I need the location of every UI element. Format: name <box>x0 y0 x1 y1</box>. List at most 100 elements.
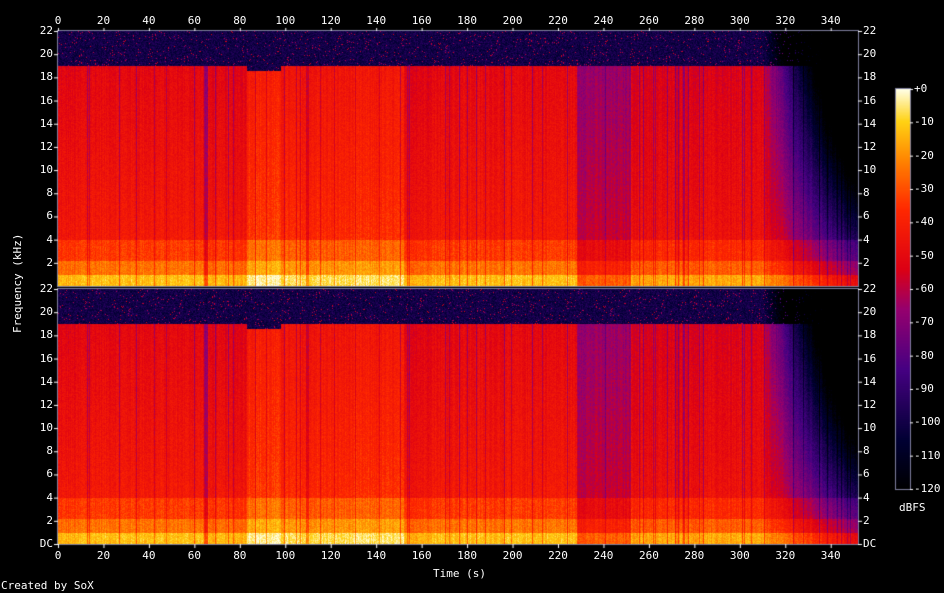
x-tick-bottom: 140 <box>366 549 387 562</box>
x-tick-bottom: 340 <box>820 549 841 562</box>
y-tick-left: 8 <box>46 186 53 200</box>
y-tick-left: 4 <box>46 490 53 504</box>
x-tick-bottom: 120 <box>320 549 341 562</box>
y-tick-right: 20 <box>863 47 877 61</box>
y-tick-right: 18 <box>863 70 877 84</box>
x-tick-top: 220 <box>548 14 568 27</box>
colorbar-tick: -70 <box>914 315 934 329</box>
colorbar-tick: -30 <box>914 182 934 195</box>
x-tick-top: 160 <box>411 14 432 27</box>
x-tick-top: 140 <box>366 14 387 27</box>
y-tick-left: 10 <box>39 163 53 177</box>
y-tick-right: 2 <box>863 255 870 269</box>
y-tick-right: 12 <box>863 397 877 411</box>
x-tick-bottom: 40 <box>142 549 156 562</box>
y-tick-right: 18 <box>863 328 877 342</box>
y-tick-right: 10 <box>863 163 877 177</box>
x-tick-top: 180 <box>457 14 478 27</box>
y-tick-left: 10 <box>39 421 53 435</box>
x-tick-top: 60 <box>187 14 201 27</box>
y-axis-label: Frequency (kHz) <box>11 233 24 333</box>
x-tick-bottom: 100 <box>275 549 296 562</box>
x-tick-top: 260 <box>638 14 659 27</box>
y-tick-right: 22 <box>863 24 877 37</box>
y-tick-left: 18 <box>39 328 53 342</box>
y-tick-right: 16 <box>863 351 877 365</box>
y-tick-left: 2 <box>46 513 53 527</box>
x-tick-top: 340 <box>820 14 841 27</box>
x-tick-bottom: 240 <box>593 549 614 562</box>
y-tick-left: 20 <box>39 305 53 319</box>
x-tick-bottom: 20 <box>96 549 111 562</box>
y-tick-left: 12 <box>39 397 53 411</box>
y-tick-left: 12 <box>39 139 53 153</box>
x-tick-top: 300 <box>729 14 750 27</box>
y-tick-right: 10 <box>863 421 877 435</box>
colorbar-tick: -90 <box>914 382 934 395</box>
colorbar-tick: -50 <box>914 248 934 262</box>
y-tick-left: 8 <box>46 444 53 458</box>
y-tick-right: 16 <box>863 93 877 107</box>
y-tick-left: 6 <box>46 209 53 223</box>
y-tick-left: 4 <box>46 232 53 246</box>
y-tick-left: 16 <box>39 93 53 107</box>
x-tick-top: 80 <box>233 14 247 27</box>
y-tick-left: 14 <box>39 374 53 388</box>
x-tick-top: 280 <box>684 14 705 27</box>
colorbar-tick: -20 <box>914 148 934 162</box>
x-tick-top: 40 <box>142 14 156 27</box>
x-tick-top: 120 <box>320 14 341 27</box>
x-tick-bottom: 300 <box>729 549 750 562</box>
x-tick-bottom: 200 <box>502 549 523 562</box>
x-tick-bottom: 0 <box>54 549 62 562</box>
x-tick-top: 100 <box>275 14 296 27</box>
y-tick-left: DC <box>39 537 53 550</box>
y-tick-right: 6 <box>863 467 870 481</box>
x-tick-top: 20 <box>96 14 111 27</box>
y-tick-left: 6 <box>46 467 53 481</box>
colorbar-tick: -100 <box>914 415 941 429</box>
x-tick-bottom: 60 <box>187 549 201 562</box>
y-tick-right: 8 <box>863 186 870 200</box>
x-tick-bottom: 160 <box>411 549 432 562</box>
y-tick-right: 4 <box>863 490 870 504</box>
y-tick-right: 12 <box>863 139 877 153</box>
y-tick-right: 20 <box>863 305 877 319</box>
colorbar-tick: -120 <box>914 482 941 495</box>
y-tick-left: 20 <box>39 47 53 61</box>
x-tick-bottom: 180 <box>457 549 478 562</box>
y-tick-left: 16 <box>39 351 53 365</box>
colorbar-label: dBFS <box>899 501 926 514</box>
y-tick-right: 14 <box>863 374 877 388</box>
y-tick-right: 8 <box>863 444 870 458</box>
colorbar-tick: -10 <box>914 115 934 129</box>
colorbar-tick: -110 <box>914 448 941 462</box>
colorbar-tick: -80 <box>914 348 934 362</box>
y-tick-left: 22 <box>39 24 53 37</box>
x-tick-top: 240 <box>593 14 614 27</box>
y-tick-left: 2 <box>46 255 53 269</box>
y-tick-left: 18 <box>39 70 53 84</box>
x-tick-bottom: 80 <box>233 549 247 562</box>
x-tick-bottom: 280 <box>684 549 705 562</box>
y-tick-right: DC <box>863 537 877 550</box>
colorbar-tick: +0 <box>914 82 928 95</box>
y-tick-left: 14 <box>39 116 53 130</box>
y-tick-right: 6 <box>863 209 870 223</box>
x-tick-top: 320 <box>775 14 796 27</box>
colorbar-tick: -60 <box>914 282 934 295</box>
y-tick-right: 2 <box>863 513 870 527</box>
x-tick-bottom: 220 <box>548 549 568 562</box>
x-tick-bottom: 260 <box>638 549 659 562</box>
x-tick-top: 200 <box>502 14 523 27</box>
x-tick-bottom: 320 <box>775 549 796 562</box>
colorbar-tick: -40 <box>914 215 934 229</box>
y-tick-right: 4 <box>863 232 870 246</box>
credit-text: Created by SoX <box>1 579 94 592</box>
y-tick-right: 22 <box>863 282 877 295</box>
y-tick-left: 22 <box>39 282 53 295</box>
y-tick-right: 14 <box>863 116 877 130</box>
x-tick-top: 0 <box>54 14 62 27</box>
x-axis-label: Time (s) <box>433 567 486 580</box>
